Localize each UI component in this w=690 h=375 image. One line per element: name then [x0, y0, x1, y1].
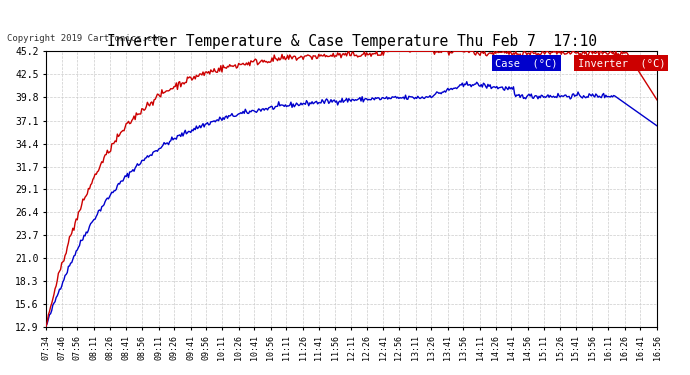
Title: Inverter Temperature & Case Temperature Thu Feb 7  17:10: Inverter Temperature & Case Temperature …: [106, 34, 597, 49]
Text: Inverter  (°C): Inverter (°C): [578, 58, 665, 68]
Text: Case  (°C): Case (°C): [495, 58, 558, 68]
Text: Copyright 2019 Cartronics.com: Copyright 2019 Cartronics.com: [7, 34, 163, 43]
